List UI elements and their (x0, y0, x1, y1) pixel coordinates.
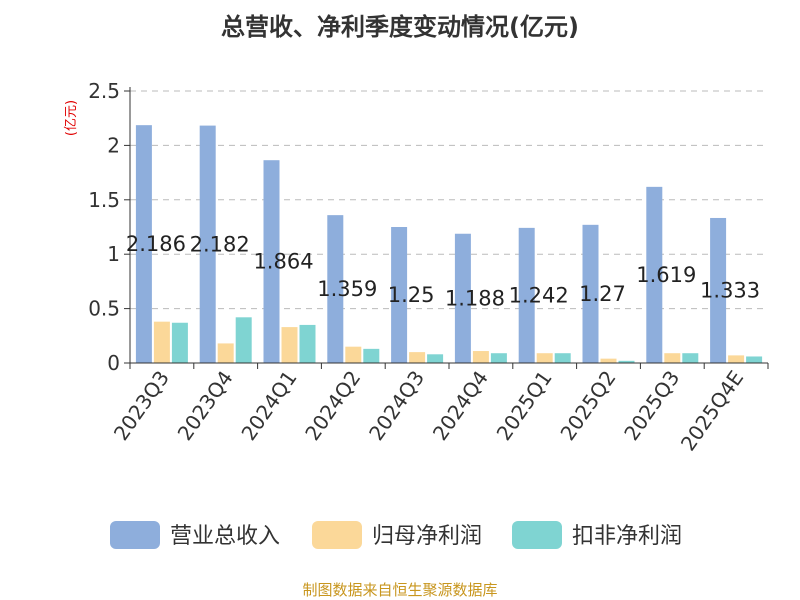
data-label: 2.182 (190, 232, 250, 256)
data-label: 1.333 (700, 278, 760, 302)
legend-label: 营业总收入 (170, 524, 280, 549)
bar (536, 353, 553, 363)
bar (682, 353, 699, 363)
bar (490, 353, 507, 363)
data-label: 1.25 (388, 283, 435, 307)
x-tick-label: 2024Q3 (364, 366, 429, 445)
x-tick-label: 2024Q2 (300, 366, 365, 445)
legend-swatch (312, 521, 362, 549)
data-label: 1.619 (636, 263, 696, 287)
bar (518, 227, 535, 363)
bar (171, 322, 188, 363)
bar (472, 351, 489, 363)
x-tick-label: 2023Q4 (173, 366, 238, 445)
bar (618, 360, 635, 363)
y-tick-label: 0 (107, 351, 120, 375)
legend-swatch (512, 521, 562, 549)
y-tick-label: 2.5 (88, 79, 120, 103)
data-label: 1.27 (579, 282, 626, 306)
bar (454, 233, 471, 363)
bar (710, 217, 727, 363)
y-axis-unit: (亿元) (64, 100, 79, 136)
x-tick-label: 2025Q4E (676, 366, 748, 455)
bar (582, 224, 599, 363)
x-tick-label: 2024Q4 (428, 366, 493, 445)
x-tick-label: 2024Q1 (236, 366, 301, 445)
legend-label: 扣非净利润 (572, 524, 682, 549)
legend-swatch (110, 521, 160, 549)
data-label: 1.242 (509, 283, 569, 307)
bar (327, 215, 344, 363)
x-tick-label: 2023Q3 (109, 366, 174, 445)
x-tick-label: 2025Q2 (555, 366, 620, 445)
source-note: 制图数据来自恒生聚源数据库 (302, 581, 497, 599)
x-tick-label: 2025Q3 (619, 366, 684, 445)
x-tick-label: 2025Q1 (492, 366, 557, 445)
bar (199, 125, 216, 364)
bar (746, 356, 763, 363)
bar (391, 227, 408, 363)
data-label: 1.359 (317, 277, 377, 301)
y-tick-label: 0.5 (88, 297, 120, 321)
bar (554, 353, 571, 363)
chart-title: 总营收、净利季度变动情况(亿元) (221, 13, 579, 41)
data-label: 2.186 (126, 232, 186, 256)
data-label: 1.188 (445, 286, 505, 310)
legend: 营业总收入 归母净利润 扣非净利润 (110, 521, 682, 549)
bar (664, 353, 681, 363)
y-tick-label: 1 (107, 242, 120, 266)
y-tick-label: 1.5 (88, 188, 120, 212)
bar (409, 352, 426, 363)
legend-label: 归母净利润 (372, 524, 482, 549)
bar (427, 354, 444, 363)
bar (646, 186, 663, 363)
bar (299, 324, 316, 363)
bar (153, 321, 170, 363)
bar (600, 358, 617, 363)
bar (235, 317, 252, 363)
bar (728, 355, 745, 363)
bar (363, 348, 380, 363)
bar (263, 160, 280, 363)
bar (345, 346, 362, 363)
bars (135, 125, 763, 364)
bar (135, 125, 152, 363)
y-tick-label: 2 (107, 133, 120, 157)
bar (217, 343, 234, 363)
bar (281, 327, 298, 363)
data-label: 1.864 (253, 250, 313, 274)
